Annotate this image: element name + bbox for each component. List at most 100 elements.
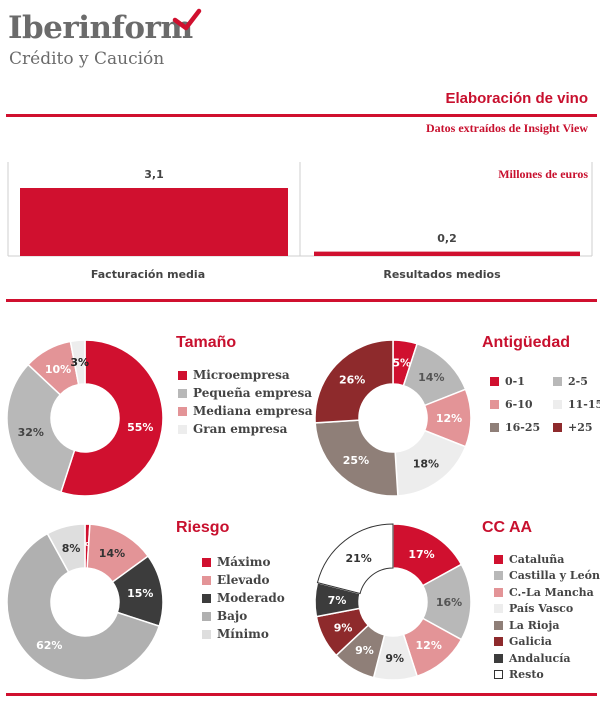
legend-item: Castilla y León	[494, 568, 600, 585]
legend-swatch	[202, 575, 211, 585]
legend-swatch	[490, 400, 499, 409]
legend-label: Castilla y León	[509, 569, 600, 583]
legend-swatch	[178, 406, 187, 416]
legend-item: Cataluña	[494, 551, 600, 568]
antiguedad-label-4: 25%	[343, 454, 369, 467]
antiguedad-label-0: 5%	[392, 357, 411, 370]
legend-item: C.-La Mancha	[494, 584, 600, 601]
tamano-slice-0	[59, 339, 164, 497]
legend-swatch	[202, 611, 211, 621]
legend-label: Mínimo	[217, 627, 269, 641]
legend-swatch	[202, 629, 211, 639]
tamano-slice-1	[6, 363, 76, 494]
antiguedad-slice-5	[314, 339, 394, 424]
legend-swatch	[494, 604, 503, 614]
legend-label: Elevado	[217, 573, 270, 587]
legend-swatch	[178, 370, 187, 380]
legend-swatch	[494, 620, 503, 630]
riesgo-label-3: 62%	[36, 639, 62, 652]
legend-item: País Vasco	[494, 601, 600, 618]
tamano-label-3: 3%	[70, 356, 89, 369]
legend-label: 6-10	[505, 398, 533, 411]
legend-item: Elevado	[202, 571, 285, 589]
riesgo-slice-3	[6, 532, 161, 681]
ccaa-label-0: 17%	[408, 548, 434, 561]
logo-arrow-icon	[172, 8, 202, 31]
tamano-slice-3	[69, 339, 86, 386]
legend-antiguedad: 0-1 6-10 16-25	[490, 370, 540, 439]
antiguedad-label-1: 14%	[418, 371, 444, 384]
footer-divider	[6, 693, 597, 696]
section-title-riesgo: Riesgo	[176, 519, 230, 536]
legend-tamano: Microempresa Pequeña empresa Mediana emp…	[178, 366, 313, 438]
legend-swatch	[494, 670, 503, 680]
legend-item: +25	[553, 416, 600, 439]
ccaa-label-4: 9%	[355, 644, 374, 657]
legend-label: Bajo	[217, 609, 248, 623]
legend-swatch	[202, 593, 211, 603]
legend-label: Gran empresa	[193, 422, 288, 436]
bar-category-facturacion: Facturación media	[90, 268, 206, 281]
riesgo-label-2: 15%	[127, 587, 153, 600]
riesgo-label-1: 14%	[99, 547, 125, 560]
legend-label: 2-5	[568, 375, 588, 388]
bar-chart	[7, 162, 593, 257]
legend-item: Pequeña empresa	[178, 384, 313, 402]
legend-item: Gran empresa	[178, 420, 313, 438]
title-divider	[6, 114, 597, 117]
bar-value-label-resultados: 0,2	[437, 231, 457, 245]
legend-item: Mínimo	[202, 625, 285, 643]
antiguedad-label-5: 26%	[339, 374, 365, 387]
antiguedad-label-2: 12%	[436, 412, 462, 425]
legend-swatch	[202, 557, 211, 567]
legend-swatch	[553, 400, 562, 409]
legend-item: Galicia	[494, 634, 600, 651]
ccaa-label-5: 9%	[334, 621, 353, 634]
legend-label: Pequeña empresa	[193, 386, 312, 400]
legend-swatch	[494, 653, 503, 663]
tamano-label-0: 55%	[127, 421, 153, 434]
tamano-label-2: 10%	[45, 363, 71, 376]
legend-item: 2-5	[553, 370, 600, 393]
brand-logo-text: Iberinform	[8, 10, 193, 46]
brand-tagline: Crédito y Caución	[9, 49, 165, 69]
page-subtitle: Datos extraídos de Insight View	[425, 121, 588, 135]
legend-item: Máximo	[202, 553, 285, 571]
legend-item: Andalucía	[494, 650, 600, 667]
legend-label: Andalucía	[509, 651, 571, 665]
legend-item: Mediana empresa	[178, 402, 313, 420]
ccaa-slice-7	[316, 523, 394, 595]
legend-item: 16-25	[490, 416, 540, 439]
riesgo-slice-4	[46, 523, 86, 574]
legend-label: La Rioja	[509, 618, 560, 632]
ccaa-label-1: 16%	[436, 596, 462, 609]
legend-swatch	[494, 571, 503, 581]
legend-swatch	[178, 424, 187, 434]
legend-swatch	[490, 377, 499, 386]
legend-label: +25	[568, 421, 593, 434]
ccaa-label-2: 12%	[416, 639, 442, 652]
legend-label: 0-1	[505, 375, 525, 388]
legend-label: Moderado	[217, 591, 285, 605]
section-title-antiguedad: Antigüedad	[482, 334, 570, 351]
legend-item: La Rioja	[494, 617, 600, 634]
antiguedad-slice-4	[314, 419, 399, 497]
donut-charts: 55%32%10%3% 5%14%12%18%25%26%1%14%15%62%8…	[6, 339, 472, 681]
bars-divider	[6, 299, 597, 302]
legend-ccaa: Cataluña Castilla y León C.-La Mancha Pa…	[494, 551, 600, 683]
legend-swatch	[178, 388, 187, 398]
section-title-tamano: Tamaño	[176, 334, 237, 351]
legend-label: Galicia	[509, 635, 552, 649]
legend-item: 11-15	[553, 393, 600, 416]
units-label: Millones de euros	[498, 167, 588, 181]
legend-label: C.-La Mancha	[509, 585, 594, 599]
legend-item: Moderado	[202, 589, 285, 607]
bar-category-resultados: Resultados medios	[383, 268, 501, 281]
legend-swatch	[494, 587, 503, 597]
legend-swatch	[494, 554, 503, 564]
legend-label: 11-15	[568, 398, 600, 411]
legend-swatch	[490, 423, 499, 432]
ccaa-label-7: 21%	[346, 552, 372, 565]
legend-swatch	[553, 377, 562, 386]
legend-label: Máximo	[217, 555, 271, 569]
